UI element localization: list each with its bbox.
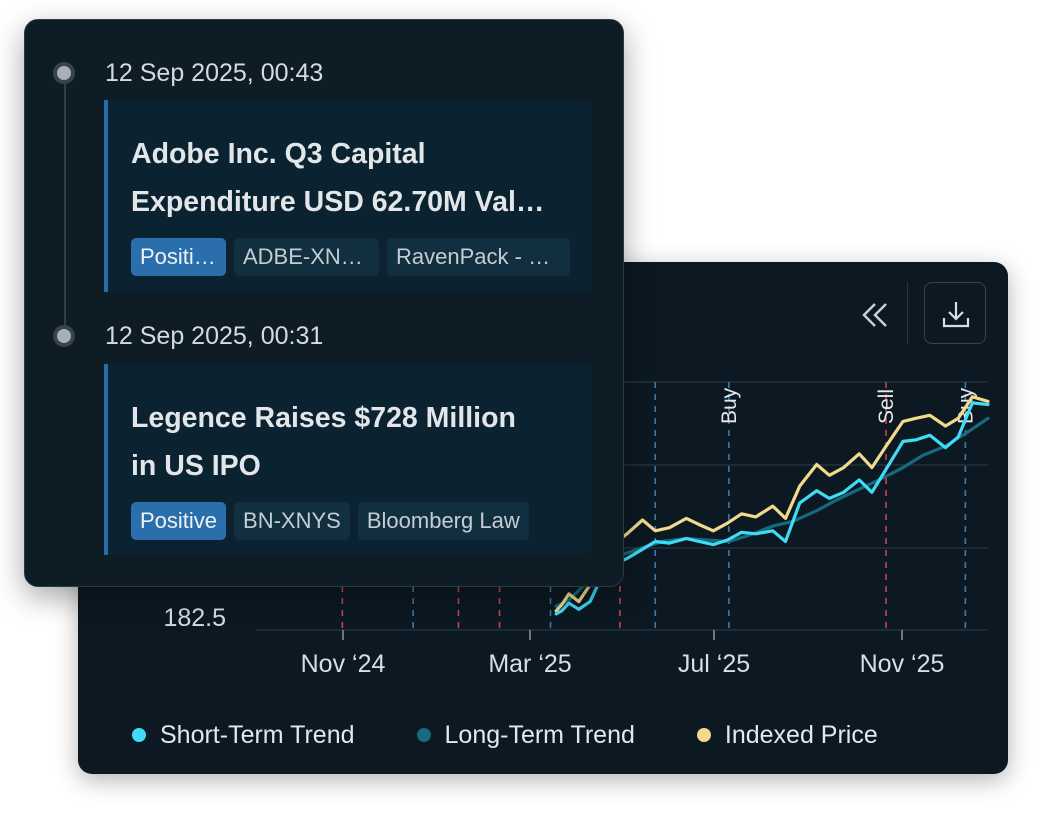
source-tag[interactable]: RavenPack - F… (387, 238, 570, 276)
x-tick-label: Nov ‘25 (860, 650, 945, 678)
legend-swatch (416, 728, 431, 742)
news-tags: Positive ADBE-XNAS RavenPack - F… (131, 238, 570, 276)
timeline-dot (53, 325, 75, 347)
timeline-line (64, 84, 66, 329)
ticker-tag[interactable]: BN-XNYS (234, 502, 350, 540)
sentiment-tag[interactable]: Positive (131, 238, 226, 276)
x-tick-label: Mar ‘25 (488, 650, 571, 678)
double-chevron-left-icon[interactable] (858, 298, 894, 332)
toolbar-divider (907, 282, 908, 344)
signal-label: Buy (718, 387, 741, 424)
legend-item-long-term[interactable]: Long-Term Trend (416, 720, 635, 750)
timeline-dot (53, 62, 75, 84)
news-timeline-panel: 12 Sep 2025, 00:43 Adobe Inc. Q3 Capital… (24, 19, 624, 587)
legend-label: Indexed Price (724, 720, 878, 749)
legend-label: Long-Term Trend (444, 720, 635, 749)
ticker-tag[interactable]: ADBE-XNAS (233, 238, 379, 276)
source-tag[interactable]: Bloomberg Law (357, 502, 529, 540)
news-title-line: Adobe Inc. Q3 Capital (131, 138, 426, 170)
download-button[interactable] (924, 282, 986, 344)
x-tick-label: Nov ‘24 (301, 650, 386, 678)
news-title[interactable]: Legence Raises $728 Million in US IPO (131, 394, 570, 490)
news-card[interactable]: Adobe Inc. Q3 Capital Expenditure USD 62… (104, 100, 592, 292)
sentiment-tag[interactable]: Positive (131, 502, 227, 540)
chart-legend: Short-Term Trend Long-Term Trend Indexed… (132, 720, 940, 750)
x-tick-label: Jul ‘25 (678, 650, 750, 678)
legend-item-indexed-price[interactable]: Indexed Price (696, 720, 878, 750)
download-icon (942, 302, 970, 328)
legend-swatch (696, 728, 711, 742)
legend-swatch (132, 728, 146, 742)
news-card[interactable]: Legence Raises $728 Million in US IPO Po… (104, 364, 592, 555)
news-date: 12 Sep 2025, 00:31 (105, 322, 324, 350)
news-title[interactable]: Adobe Inc. Q3 Capital Expenditure USD 62… (131, 130, 570, 226)
legend-label: Short-Term Trend (160, 720, 355, 749)
y-tick-label: 182.5 (163, 604, 226, 632)
news-title-line: in US IPO (131, 450, 261, 482)
signal-label: Sell (875, 389, 898, 424)
news-title-line: Expenditure USD 62.70M Val… (131, 186, 545, 218)
news-date: 12 Sep 2025, 00:43 (105, 59, 324, 87)
legend-item-short-term[interactable]: Short-Term Trend (132, 721, 355, 750)
news-tags: Positive BN-XNYS Bloomberg Law (131, 502, 570, 540)
news-title-line: Legence Raises $728 Million (131, 402, 516, 434)
